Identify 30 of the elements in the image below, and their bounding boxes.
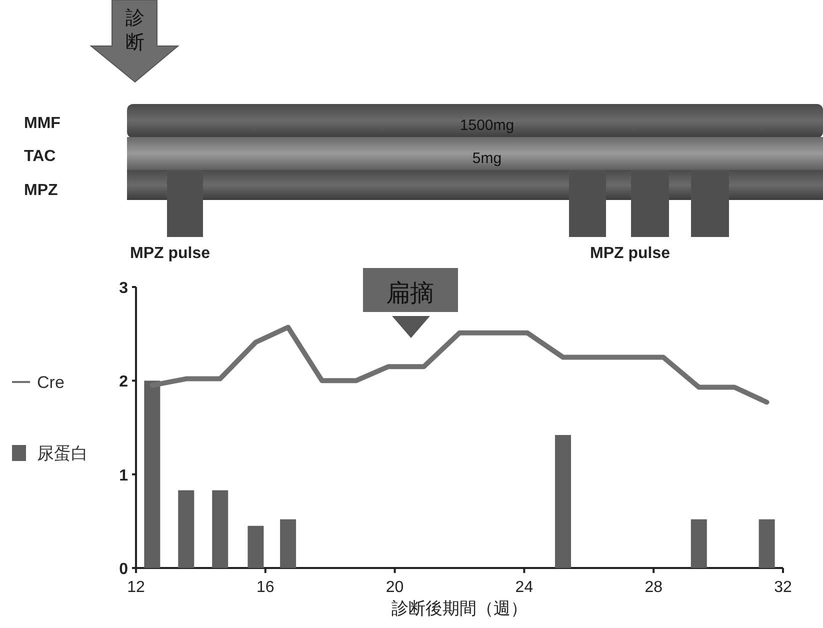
- text: MPZ pulse: [130, 245, 210, 262]
- legend-label: Cre: [37, 373, 64, 392]
- x-tick-label: 28: [644, 579, 663, 596]
- text: MPZ: [24, 182, 58, 199]
- x-tick-label: 16: [256, 579, 274, 596]
- text: 5mg: [472, 150, 502, 167]
- annotation: 扁摘: [386, 280, 434, 307]
- x-tick-label: 20: [386, 579, 404, 596]
- bar: [178, 490, 194, 568]
- x-tick-label: 12: [127, 579, 145, 596]
- text: 1500mg: [460, 117, 514, 134]
- x-tick-label: 24: [515, 579, 534, 596]
- bar: [212, 490, 228, 568]
- bar: [690, 519, 707, 568]
- bar: [555, 434, 572, 568]
- bar: [248, 526, 264, 568]
- bar: [280, 519, 296, 568]
- y-tick-label: 2: [119, 374, 128, 391]
- text: MPZ pulse: [590, 245, 670, 262]
- x-axis-title: 診断後期間（週）: [392, 599, 528, 618]
- bar: [144, 380, 160, 568]
- text: 診断: [126, 8, 144, 54]
- legend-label: 尿蛋白: [37, 444, 88, 463]
- y-tick-label: 0: [119, 561, 128, 578]
- text: TAC: [24, 148, 56, 165]
- bar: [758, 519, 775, 568]
- x-tick-label: 32: [774, 579, 792, 596]
- text: MMF: [24, 115, 61, 132]
- y-tick-label: 1: [119, 467, 128, 484]
- y-tick-label: 3: [119, 280, 128, 297]
